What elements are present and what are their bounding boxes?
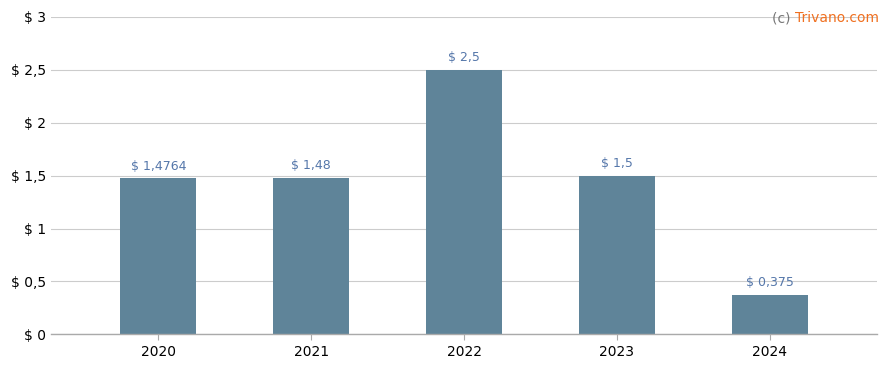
Text: $ 2,5: $ 2,5: [448, 51, 480, 64]
Bar: [579, 175, 655, 334]
Text: $ 1,4764: $ 1,4764: [131, 160, 186, 173]
Bar: [120, 178, 196, 334]
Text: $ 1,5: $ 1,5: [601, 157, 633, 170]
Text: Trivano.com: Trivano.com: [795, 11, 879, 25]
Bar: [732, 295, 808, 334]
Bar: [273, 178, 349, 334]
Text: (c): (c): [773, 11, 795, 25]
Text: $ 0,375: $ 0,375: [746, 276, 794, 289]
Text: $ 1,48: $ 1,48: [291, 159, 331, 172]
Bar: [426, 70, 503, 334]
